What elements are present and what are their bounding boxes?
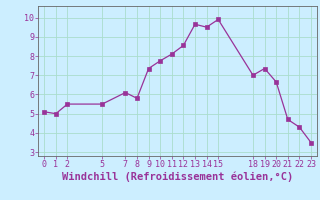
X-axis label: Windchill (Refroidissement éolien,°C): Windchill (Refroidissement éolien,°C) [62, 172, 293, 182]
